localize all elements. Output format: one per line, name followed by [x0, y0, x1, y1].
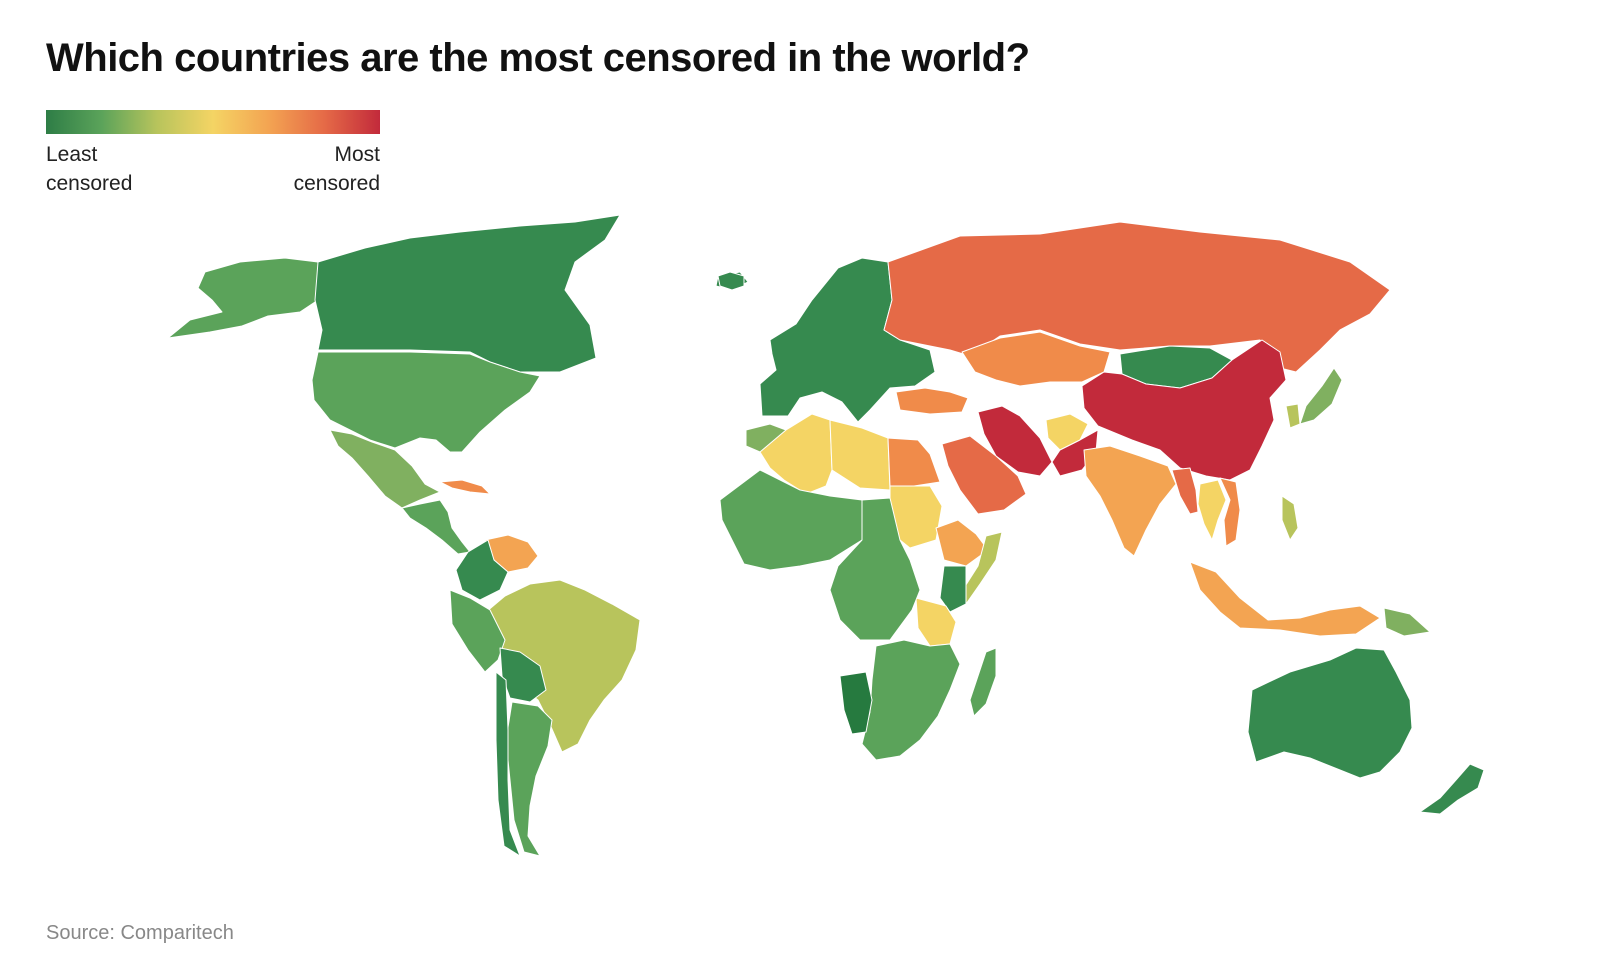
- region-korea: [1285, 403, 1301, 429]
- region-namibia: [839, 671, 873, 735]
- region-australia: [1247, 647, 1413, 779]
- region-somalia: [963, 531, 1003, 605]
- region-peru: [449, 589, 506, 673]
- region-kazakhstan: [961, 331, 1111, 387]
- region-libya: [829, 419, 891, 491]
- region-vietnam: [1219, 477, 1241, 547]
- region-southern-africa: [861, 639, 961, 761]
- region-canada: [314, 214, 621, 373]
- region-mexico: [329, 429, 441, 509]
- legend-gradient-bar: [46, 110, 380, 134]
- region-united-states: [311, 351, 541, 453]
- region-algeria: [759, 413, 833, 495]
- region-india: [1083, 445, 1177, 557]
- legend: Least censored Most censored: [46, 110, 380, 195]
- region-madagascar: [969, 647, 997, 717]
- region-egypt: [887, 437, 941, 487]
- region-new-zealand: [1419, 763, 1485, 815]
- region-central-america: [401, 499, 471, 555]
- legend-min-label: Least censored: [46, 143, 133, 195]
- chart-title: Which countries are the most censored in…: [46, 36, 1030, 80]
- region-china: [1081, 339, 1287, 481]
- source-note: Source: Comparitech: [46, 922, 234, 944]
- region-myanmar: [1171, 467, 1199, 515]
- region-iran: [977, 405, 1053, 477]
- region-iceland: [717, 271, 745, 291]
- region-colombia: [455, 539, 509, 601]
- legend-max-label: Most censored: [293, 143, 380, 195]
- region-russia: [883, 221, 1391, 373]
- region-saudi-arabia: [941, 435, 1027, 515]
- region-indonesia: [1189, 561, 1381, 637]
- region-thailand: [1197, 479, 1227, 541]
- region-europe: [759, 257, 936, 423]
- region-philippines: [1281, 495, 1299, 541]
- region-chile: [495, 671, 521, 857]
- region-kenya: [939, 565, 967, 613]
- region-central-africa: [829, 497, 921, 641]
- region-turkey: [895, 387, 969, 415]
- world-map: [167, 214, 1485, 857]
- region-papua-new-guinea: [1383, 607, 1431, 637]
- region-cuba: [439, 479, 491, 495]
- region-japan: [1299, 367, 1343, 425]
- region-west-africa: [719, 469, 871, 571]
- region-alaska: [167, 257, 319, 339]
- region-argentina: [505, 701, 553, 857]
